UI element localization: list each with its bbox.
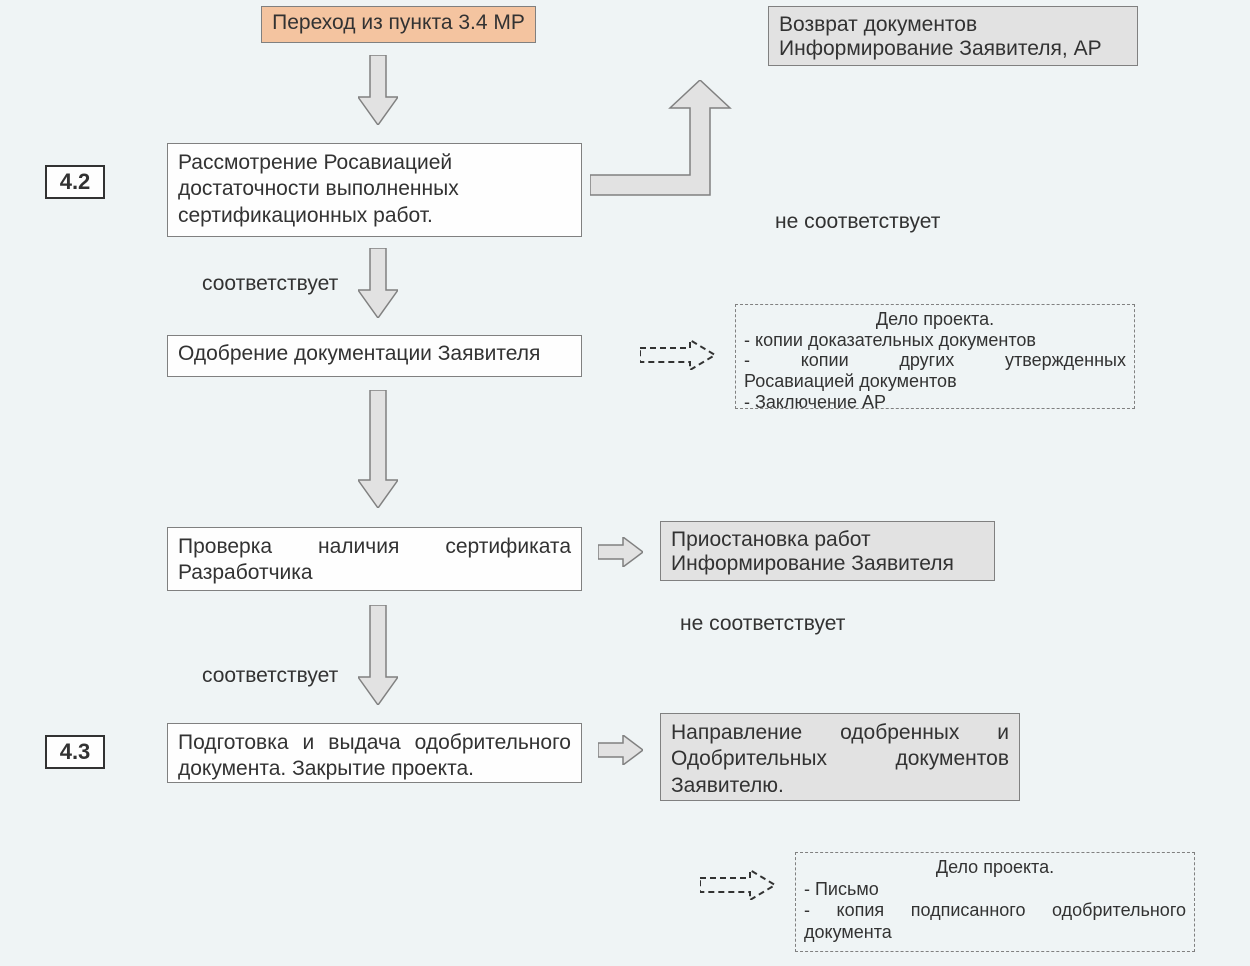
arrow-down-4 xyxy=(358,605,398,705)
check-certificate-box: Проверка наличия сертификата Разработчик… xyxy=(167,527,582,591)
send-l2: Одобрительных документов xyxy=(671,746,1009,772)
arrow-right-1 xyxy=(598,537,643,567)
dossier1-l4: - Заключение АР xyxy=(744,392,1126,413)
dossier2-l2: - копия подписанного одобрительного доку… xyxy=(804,900,1186,943)
send-l1: Направление одобренных и xyxy=(671,720,1009,746)
check-l1: Проверка наличия сертификата xyxy=(178,534,571,560)
suspend-box: Приостановка работ Информирование Заявит… xyxy=(660,521,995,581)
return-line2: Информирование Заявителя, АР xyxy=(779,37,1127,61)
start-box: Переход из пункта 3.4 МР xyxy=(261,6,536,43)
return-line1: Возврат документов xyxy=(779,13,1127,37)
arrow-dashed-2 xyxy=(700,870,775,900)
section-number-4-2: 4.2 xyxy=(45,165,105,199)
suspend-l2: Информирование Заявителя xyxy=(671,552,984,576)
send-documents-box: Направление одобренных и Одобрительных д… xyxy=(660,713,1020,801)
label-nomatch-1: не соответствует xyxy=(775,210,940,234)
prepare-l1: Подготовка и выдача одобрительного xyxy=(178,730,571,756)
return-documents-box: Возврат документов Информирование Заявит… xyxy=(768,6,1138,66)
dossier2-l1: - Письмо xyxy=(804,879,1186,901)
send-l3: Заявителю. xyxy=(671,773,1009,799)
arrow-down-2 xyxy=(358,248,398,318)
dossier-2-box: Дело проекта. - Письмо - копия подписанн… xyxy=(795,852,1195,952)
prepare-document-box: Подготовка и выдача одобрительного докум… xyxy=(167,723,582,783)
suspend-l1: Приостановка работ xyxy=(671,528,984,552)
dossier1-l3: Росавиацией документов xyxy=(744,371,1126,392)
dossier1-l1: - копии доказательных документов xyxy=(744,330,1126,351)
label-matches-2: соответствует xyxy=(202,664,338,688)
label-matches-1: соответствует xyxy=(202,272,338,296)
review-box: Рассмотрение Росавиацией достаточности в… xyxy=(167,143,582,237)
check-l2: Разработчика xyxy=(178,560,571,586)
approve-box: Одобрение документации Заявителя xyxy=(167,335,582,377)
arrow-down-1 xyxy=(358,55,398,125)
dossier-1-box: Дело проекта. - копии доказательных доку… xyxy=(735,304,1135,409)
dossier1-title: Дело проекта. xyxy=(744,309,1126,330)
arrow-elbow-up xyxy=(590,80,750,200)
arrow-down-3 xyxy=(358,390,398,508)
arrow-dashed-1 xyxy=(640,340,715,370)
dossier1-l2: - копии других утвержденных xyxy=(744,350,1126,371)
section-number-4-3: 4.3 xyxy=(45,735,105,769)
dossier2-title: Дело проекта. xyxy=(804,857,1186,879)
prepare-l2: документа. Закрытие проекта. xyxy=(178,756,571,782)
label-nomatch-2: не соответствует xyxy=(680,612,845,636)
arrow-right-2 xyxy=(598,735,643,765)
